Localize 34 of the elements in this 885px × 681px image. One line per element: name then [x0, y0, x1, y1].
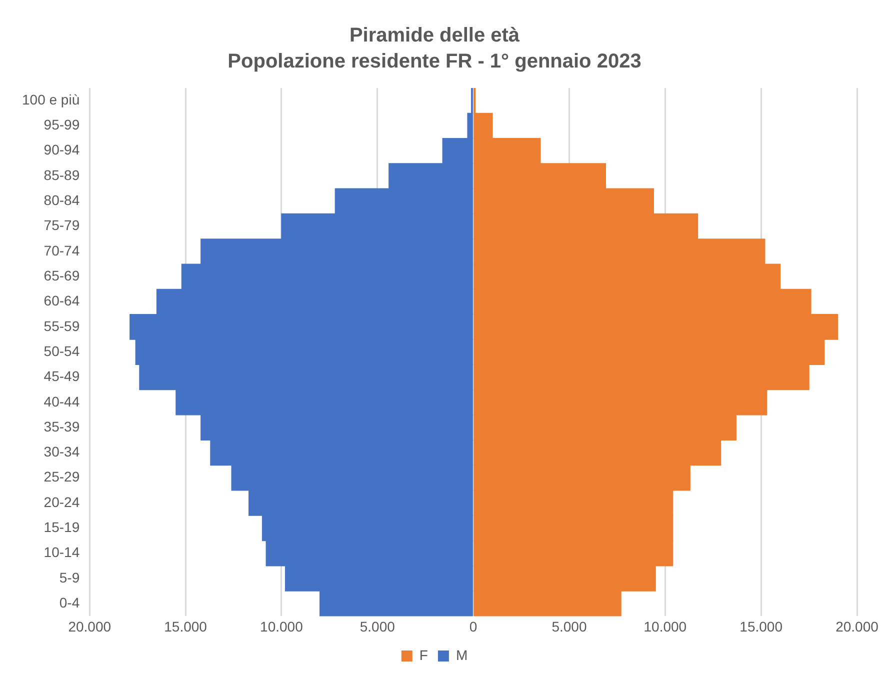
y-tick-label: 45-49: [44, 368, 80, 384]
y-tick-label: 10-14: [44, 544, 80, 560]
legend-label: M: [456, 646, 468, 663]
chart-subtitle: Popolazione residente FR - 1° gennaio 2023: [228, 50, 642, 73]
x-tick-label: 0: [469, 618, 478, 634]
chart-title: Piramide delle età: [349, 24, 520, 47]
y-tick-label: 40-44: [44, 393, 80, 410]
y-tick-label: 30-34: [44, 444, 80, 460]
y-tick-label: 75-79: [44, 217, 80, 234]
y-tick-label: 55-59: [44, 318, 80, 334]
y-tick-label: 80-84: [44, 192, 80, 208]
x-tick-label: 20.000: [836, 618, 879, 634]
x-tick-label: 15.000: [740, 618, 783, 634]
y-tick-label: 50-54: [44, 342, 80, 359]
y-tick-label: 5-9: [59, 569, 80, 586]
x-tick-label: 20.000: [68, 618, 112, 634]
x-tick-label: 10.000: [644, 618, 687, 634]
y-tick-label: 90-94: [44, 142, 80, 158]
y-tick-label: 60-64: [44, 292, 80, 309]
x-tick-label: 10.000: [260, 618, 304, 634]
y-tick-label: 95-99: [44, 116, 80, 133]
y-tick-label: 20-24: [44, 494, 80, 510]
x-tick-label: 5.000: [360, 618, 396, 634]
x-tick-label: 15.000: [164, 618, 208, 634]
y-tick-label: 25-29: [44, 468, 80, 485]
y-tick-label: 15-19: [44, 519, 80, 536]
x-tick-label: 5.000: [552, 618, 587, 634]
y-tick-label: 70-74: [44, 242, 80, 258]
y-tick-label: 65-69: [44, 268, 80, 284]
y-tick-label: 35-39: [44, 418, 80, 434]
y-tick-label: 100 e più: [22, 91, 80, 108]
legend-label: F: [419, 646, 428, 663]
y-tick-label: 85-89: [44, 166, 80, 183]
y-tick-label: 0-4: [59, 594, 80, 610]
